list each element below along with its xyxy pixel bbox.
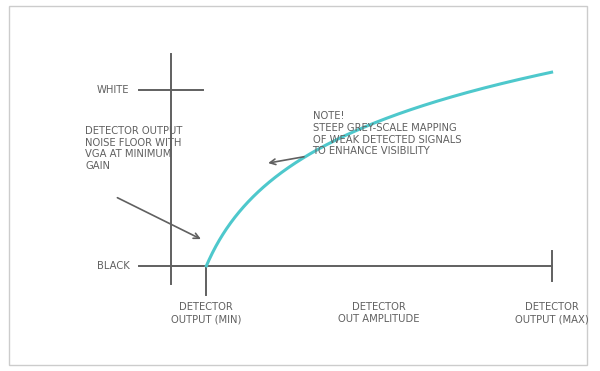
Text: DETECTOR
OUTPUT (MIN): DETECTOR OUTPUT (MIN) (171, 302, 242, 324)
Text: NOTE!
STEEP GREY-SCALE MAPPING
OF WEAK DETECTED SIGNALS
TO ENHANCE VISIBILITY: NOTE! STEEP GREY-SCALE MAPPING OF WEAK D… (313, 111, 461, 156)
Text: BLACK: BLACK (97, 261, 130, 271)
Text: WHITE: WHITE (97, 85, 130, 95)
Text: DETECTOR
OUTPUT (MAX): DETECTOR OUTPUT (MAX) (515, 302, 589, 324)
Text: DETECTOR OUTPUT
NOISE FLOOR WITH
VGA AT MINIMUM
GAIN: DETECTOR OUTPUT NOISE FLOOR WITH VGA AT … (85, 126, 183, 171)
Text: DETECTOR
OUT AMPLITUDE: DETECTOR OUT AMPLITUDE (338, 302, 420, 324)
